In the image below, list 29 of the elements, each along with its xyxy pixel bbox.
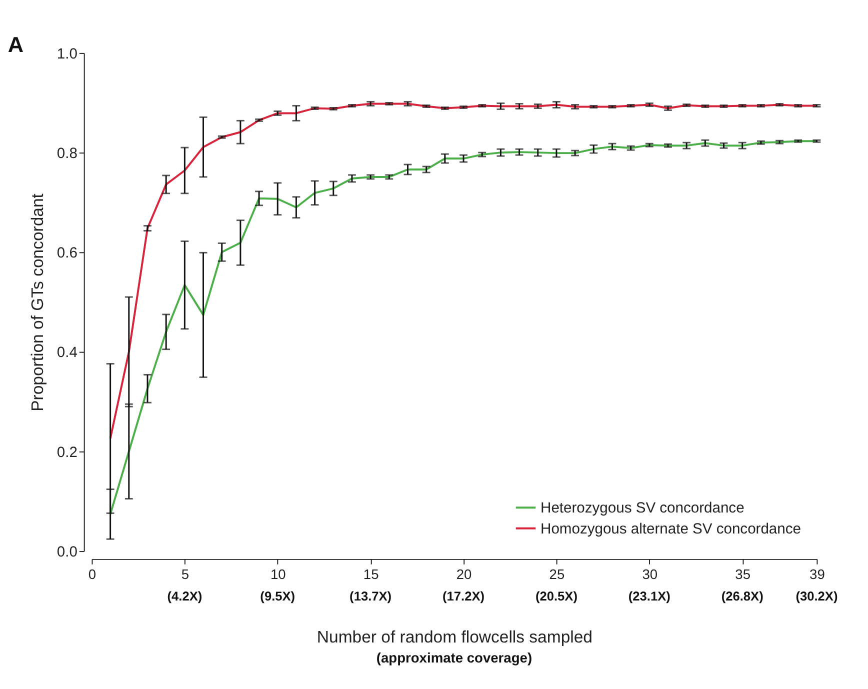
x-axis-title: Number of random flowcells sampled xyxy=(316,627,592,646)
x-tick-label: 25 xyxy=(549,567,565,582)
y-tick-label: 0.4 xyxy=(56,345,78,362)
x-tick-label: 0 xyxy=(88,567,96,582)
text: (13.7X) xyxy=(350,588,392,604)
text: A xyxy=(8,32,24,57)
text: (26.8X) xyxy=(721,588,764,604)
text: (17.2X) xyxy=(442,588,485,604)
y-tick-label: 0.8 xyxy=(56,146,78,162)
x-tick-label: 5 xyxy=(181,567,190,582)
text: (30.2X) xyxy=(796,588,838,604)
y-tick-label: 1.0 xyxy=(56,46,78,62)
text: (4.2X) xyxy=(167,588,202,604)
text: (approximate coverage) xyxy=(376,650,532,666)
legend-label: Heterozygous SV concordance xyxy=(540,500,744,517)
y-tick-label: 0.6 xyxy=(56,246,78,262)
x-tick-label: 35 xyxy=(735,567,751,582)
y-axis-title: Proportion of GTs concordant xyxy=(28,193,48,412)
y-tick-label: 0.0 xyxy=(56,544,78,560)
x-tick-label: 39 xyxy=(810,567,826,582)
y-tick-label: 0.2 xyxy=(56,444,78,461)
x-tick-label: 10 xyxy=(270,567,286,582)
text: (9.5X) xyxy=(260,588,296,604)
x-tick-label: 20 xyxy=(456,567,472,582)
legend-label: Homozygous alternate SV concordance xyxy=(540,521,801,538)
text: (23.1X) xyxy=(628,588,670,604)
x-tick-label: 15 xyxy=(363,567,380,582)
text: (20.5X) xyxy=(535,588,578,604)
x-tick-label: 30 xyxy=(642,567,658,582)
